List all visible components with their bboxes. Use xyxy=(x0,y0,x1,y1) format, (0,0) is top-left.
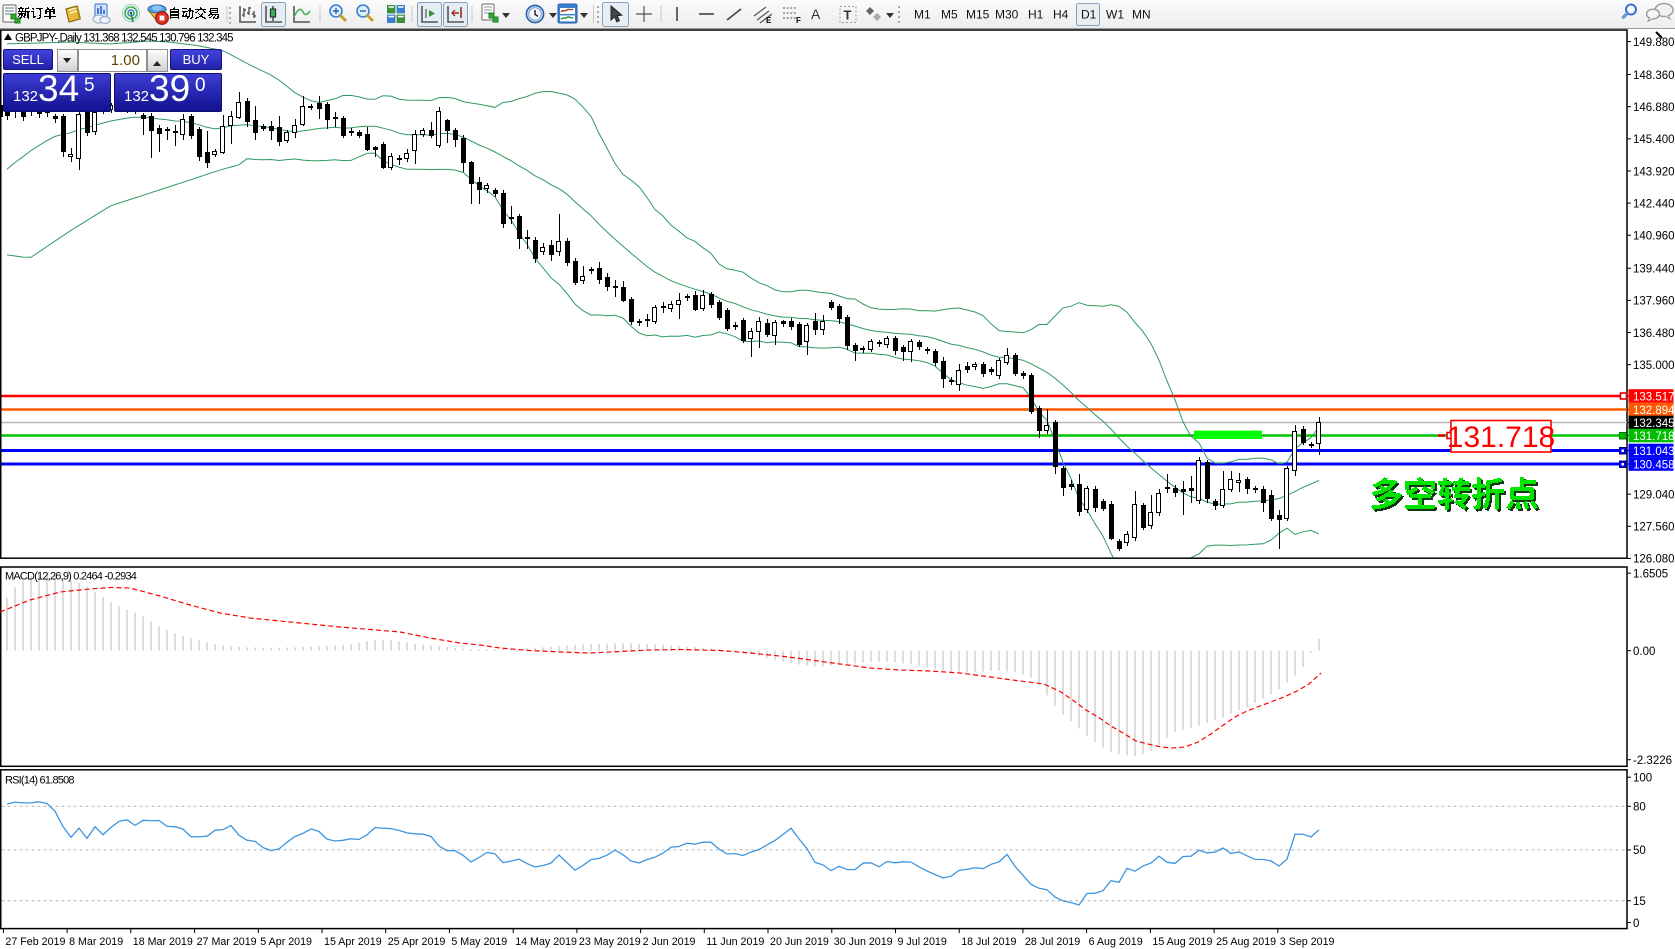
svg-text:50: 50 xyxy=(1633,845,1646,857)
svg-text:H1: H1 xyxy=(1028,8,1044,22)
svg-text:W1: W1 xyxy=(1106,8,1124,22)
svg-text:T: T xyxy=(844,8,852,23)
svg-text:148.360: 148.360 xyxy=(1633,70,1675,82)
svg-text:F: F xyxy=(796,16,801,25)
svg-text:130.458: 130.458 xyxy=(1633,459,1675,471)
svg-text:0: 0 xyxy=(1633,918,1639,930)
svg-text:145.400: 145.400 xyxy=(1633,134,1675,146)
svg-text:135.000: 135.000 xyxy=(1633,360,1675,372)
svg-text:MN: MN xyxy=(1132,8,1151,22)
svg-text:25 Aug 2019: 25 Aug 2019 xyxy=(1216,936,1276,948)
svg-text:133.517: 133.517 xyxy=(1633,391,1675,403)
svg-text:27 Mar 2019: 27 Mar 2019 xyxy=(197,936,257,948)
svg-text:MACD(12,26,9) 0.2464 -0.2934: MACD(12,26,9) 0.2464 -0.2934 xyxy=(5,571,137,583)
svg-text:M1: M1 xyxy=(914,8,931,22)
svg-text:23 May 2019: 23 May 2019 xyxy=(579,936,641,948)
svg-text:6 Aug 2019: 6 Aug 2019 xyxy=(1089,936,1143,948)
svg-text:18 Jul 2019: 18 Jul 2019 xyxy=(961,936,1016,948)
svg-text:136.480: 136.480 xyxy=(1633,328,1675,340)
svg-text:5 May 2019: 5 May 2019 xyxy=(451,936,507,948)
svg-text:5 Apr 2019: 5 Apr 2019 xyxy=(260,936,312,948)
svg-text:142.440: 142.440 xyxy=(1633,198,1675,210)
svg-text:A: A xyxy=(811,6,821,22)
svg-text:18 Mar 2019: 18 Mar 2019 xyxy=(133,936,193,948)
svg-text:15: 15 xyxy=(1633,896,1646,908)
svg-text:131.043: 131.043 xyxy=(1633,446,1675,458)
svg-text:146.880: 146.880 xyxy=(1633,102,1675,114)
svg-text:9 Jul 2019: 9 Jul 2019 xyxy=(898,936,947,948)
svg-text:14 May 2019: 14 May 2019 xyxy=(515,936,577,948)
svg-text:2 Jun 2019: 2 Jun 2019 xyxy=(643,936,696,948)
svg-text:137.960: 137.960 xyxy=(1633,296,1675,308)
svg-text:149.880: 149.880 xyxy=(1633,37,1675,49)
svg-text:E: E xyxy=(766,16,772,25)
svg-text:139.440: 139.440 xyxy=(1633,264,1675,276)
svg-text:28 Jul 2019: 28 Jul 2019 xyxy=(1025,936,1080,948)
svg-text:GBPJPY-,Daily 131.368 132.545: GBPJPY-,Daily 131.368 132.545 130.796 13… xyxy=(15,33,233,45)
svg-text:30 Jun 2019: 30 Jun 2019 xyxy=(834,936,893,948)
svg-text:D1: D1 xyxy=(1081,8,1097,22)
svg-text:M30: M30 xyxy=(995,8,1019,22)
svg-text:80: 80 xyxy=(1633,802,1646,814)
svg-text:100: 100 xyxy=(1633,773,1652,785)
svg-text:127.560: 127.560 xyxy=(1633,522,1675,534)
svg-text:15 Apr 2019: 15 Apr 2019 xyxy=(324,936,382,948)
svg-text:M5: M5 xyxy=(941,8,958,22)
svg-text:3 Sep 2019: 3 Sep 2019 xyxy=(1280,936,1335,948)
svg-text:27 Feb 2019: 27 Feb 2019 xyxy=(5,936,65,948)
svg-text:0.00: 0.00 xyxy=(1633,646,1655,658)
svg-text:20 Jun 2019: 20 Jun 2019 xyxy=(770,936,829,948)
svg-text:1.6505: 1.6505 xyxy=(1633,569,1668,581)
svg-text:8 Mar 2019: 8 Mar 2019 xyxy=(69,936,123,948)
svg-text:M15: M15 xyxy=(966,8,990,22)
svg-text:-2.3226: -2.3226 xyxy=(1633,755,1672,767)
svg-text:11 Jun 2019: 11 Jun 2019 xyxy=(706,936,764,948)
svg-text:132.345: 132.345 xyxy=(1633,418,1675,430)
svg-text:132.894: 132.894 xyxy=(1633,405,1675,417)
svg-text:129.040: 129.040 xyxy=(1633,489,1675,501)
svg-text:15 Aug 2019: 15 Aug 2019 xyxy=(1152,936,1212,948)
svg-text:131.718: 131.718 xyxy=(1633,431,1675,443)
svg-text:25 Apr 2019: 25 Apr 2019 xyxy=(388,936,446,948)
svg-text:126.080: 126.080 xyxy=(1633,554,1675,566)
svg-text:RSI(14) 61.8508: RSI(14) 61.8508 xyxy=(5,775,74,787)
svg-text:131.718: 131.718 xyxy=(1447,421,1555,454)
svg-text:140.960: 140.960 xyxy=(1633,231,1675,243)
svg-text:H4: H4 xyxy=(1053,8,1069,22)
svg-text:143.920: 143.920 xyxy=(1633,166,1675,178)
